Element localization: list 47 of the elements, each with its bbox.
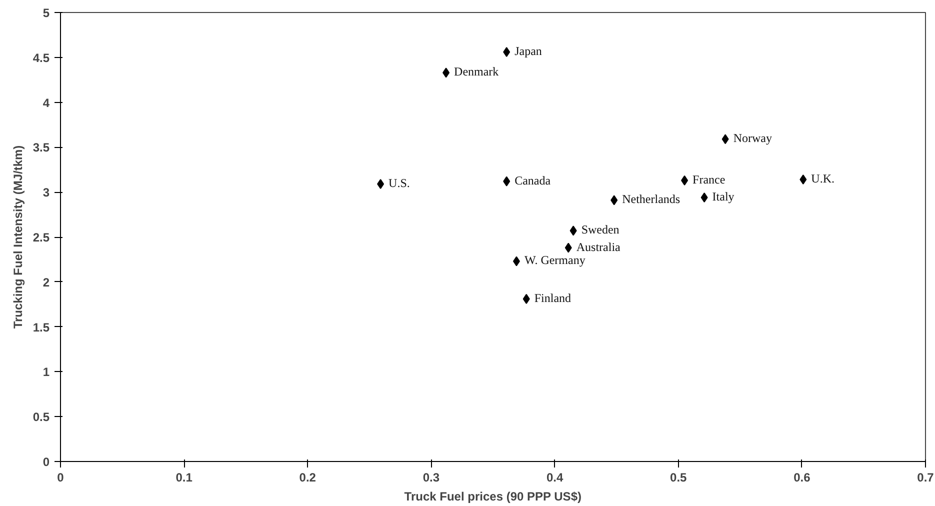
y-tick-label: 0.5: [32, 410, 50, 424]
annotation: Norway: [733, 131, 772, 146]
point: [564, 242, 572, 253]
y-tick-label: 5: [42, 6, 50, 20]
annotation: Netherlands: [622, 192, 680, 206]
x-tick-label: 0.7: [917, 470, 934, 484]
point: [377, 179, 384, 190]
x-tick-label: 0.4: [546, 470, 564, 484]
point: [681, 175, 688, 186]
annotation: Sweden: [581, 222, 620, 237]
point: [503, 47, 510, 58]
annotation: Japan: [514, 44, 542, 58]
y-tick-label: 2: [42, 275, 50, 290]
point: [722, 134, 729, 144]
x-tick-label: 0.1: [176, 470, 193, 484]
x-tick-label: 0: [57, 470, 64, 484]
point: [442, 68, 450, 78]
annotation: U.S.: [388, 176, 410, 190]
y-tick-label: 4: [42, 96, 50, 110]
point: [570, 226, 577, 236]
annotation: Finland: [534, 290, 572, 305]
y-tick-label: 4.5: [32, 50, 50, 65]
annotation: Australia: [576, 240, 622, 254]
annotation: U.K.: [811, 172, 835, 186]
y-axis-title: Trucking Fuel Intensity (MJ/tkm): [10, 145, 25, 329]
x-tick-label: 0.5: [670, 470, 688, 484]
y-tick-label: 1: [42, 365, 50, 380]
point: [610, 195, 618, 206]
point: [800, 174, 807, 185]
y-tick-label: 2.5: [32, 230, 50, 244]
point: [522, 294, 530, 304]
point: [512, 256, 520, 266]
y-tick-label: 3: [42, 186, 50, 200]
point: [503, 176, 510, 186]
x-tick-label: 0.6: [794, 470, 811, 484]
annotation: Italy: [712, 189, 734, 204]
y-tick-label: 0: [42, 455, 50, 469]
annotation: W. Germany: [524, 253, 586, 268]
annotation: Canada: [514, 173, 552, 188]
y-tick-label: 3.5: [32, 140, 50, 155]
annotation: Denmark: [454, 64, 499, 79]
annotation: France: [692, 172, 726, 186]
y-tick-label: 1.5: [32, 320, 50, 334]
x-tick-label: 0.3: [422, 470, 440, 484]
point: [700, 192, 708, 202]
x-tick-label: 0.2: [299, 470, 316, 484]
x-axis-title: Truck Fuel prices (90 PPP US$): [404, 490, 582, 504]
